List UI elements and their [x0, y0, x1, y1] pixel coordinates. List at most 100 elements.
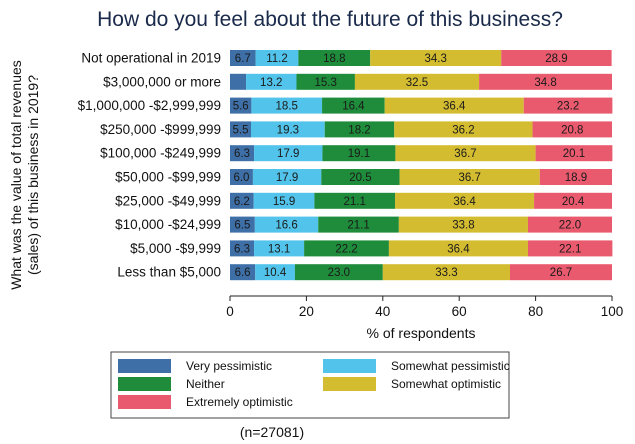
x-tick-label: 20: [299, 304, 314, 319]
bar-segment: [539, 169, 612, 185]
data-label: 22.0: [559, 220, 581, 232]
bar-segment: [394, 121, 533, 138]
bar-segment: [298, 50, 371, 66]
bar-segment: [370, 50, 502, 66]
bar-segment: [527, 240, 613, 257]
bar-segment: [230, 50, 256, 66]
data-label: 18.2: [348, 124, 370, 136]
bar-segment: [230, 192, 254, 209]
chart-title: How do you feel about the future of this…: [97, 8, 563, 31]
data-label: 36.7: [459, 172, 481, 184]
bar-segment: [382, 264, 511, 281]
legend-label: Somewhat optimistic: [391, 377, 501, 391]
x-axis-title: % of respondents: [367, 325, 476, 341]
x-axis: 0 20 40 60 80 100: [226, 295, 624, 319]
bar-segment: [527, 216, 612, 233]
data-label: 23.0: [328, 267, 350, 279]
bar-segment: [324, 121, 395, 138]
category-label: $10,000 -$24,999: [115, 217, 221, 232]
legend-swatch: [118, 377, 171, 391]
bar-segment: [479, 73, 612, 90]
data-label: 36.4: [453, 196, 476, 208]
data-label: 23.2: [557, 101, 579, 113]
legend-label: Extremely optimistic: [186, 395, 293, 409]
data-label: 28.9: [545, 53, 567, 65]
data-label: 19.1: [348, 148, 370, 160]
bar-segment: [388, 240, 528, 257]
x-tick-label: 100: [601, 304, 624, 319]
data-label: 18.5: [276, 101, 298, 113]
data-label: 6.3: [234, 243, 250, 255]
data-label: 20.1: [563, 148, 585, 160]
bar-segment: [230, 121, 252, 138]
bar-segment: [532, 121, 612, 138]
bar-segment: [535, 145, 613, 162]
y-axis-title: What was the value of total revenues (sal…: [8, 60, 41, 290]
legend-swatch: [118, 395, 171, 409]
category-label: $3,000,000 or more: [103, 74, 221, 89]
category-label: $5,000 -$9,999: [130, 241, 221, 256]
x-tick-label: 60: [452, 304, 467, 319]
data-label: 36.7: [454, 148, 476, 160]
data-label: 16.4: [342, 101, 365, 113]
data-label: 17.9: [277, 148, 299, 160]
legend-label: Neither: [186, 377, 225, 391]
x-tick-label: 80: [528, 304, 543, 319]
category-label: $1,000,000 -$2,999,999: [78, 98, 221, 113]
bar-segment: [255, 264, 295, 281]
bar-segment: [384, 97, 524, 114]
bar-segment: [501, 50, 612, 66]
data-label: 22.2: [335, 243, 357, 255]
bar-segment: [246, 73, 297, 90]
bar-segment: [296, 73, 355, 90]
bar-segment: [322, 145, 396, 162]
bar-segment: [230, 145, 255, 162]
y-axis-title-line: What was the value of total revenues: [8, 60, 24, 290]
bar-segment: [314, 192, 396, 209]
legend-swatch: [118, 359, 171, 373]
data-label: 34.8: [534, 77, 556, 89]
category-label: $100,000 -$249,999: [100, 146, 221, 161]
plot-area: Not operational in 2019 6.7 11.2 18.8 34.3 28…: [78, 50, 613, 281]
data-label: 17.9: [276, 172, 298, 184]
category-label: $25,000 -$49,999: [115, 193, 221, 208]
data-label: 36.2: [452, 124, 474, 136]
bar-segment: [230, 216, 255, 233]
data-label: 15.9: [273, 196, 295, 208]
bar-segment: [252, 169, 322, 185]
data-label: 18.9: [565, 172, 587, 184]
bar-segment: [534, 192, 612, 209]
data-label: 21.1: [344, 196, 366, 208]
bar-segment: [251, 121, 325, 138]
category-label: Less than $5,000: [117, 265, 221, 280]
legend-swatch: [323, 377, 376, 391]
data-label: 32.5: [406, 77, 428, 89]
data-label: 13.1: [268, 243, 290, 255]
data-label: 5.5: [233, 124, 249, 136]
bar-segment: [395, 192, 535, 209]
data-label: 5.6: [233, 101, 249, 113]
bar-segment: [398, 216, 528, 233]
bar-segment: [254, 240, 305, 257]
data-label: 6.7: [235, 53, 251, 65]
data-label: 22.1: [559, 243, 581, 255]
legend-label: Very pessimistic: [186, 359, 272, 373]
bar-segment: [230, 264, 256, 281]
bar-segment: [230, 73, 247, 90]
bar-segment: [318, 216, 399, 233]
data-label: 6.6: [235, 267, 251, 279]
data-label: 18.8: [323, 53, 345, 65]
legend-swatch: [323, 359, 376, 373]
data-label: 20.5: [349, 172, 371, 184]
bar-segment: [510, 264, 612, 281]
data-label: 19.3: [277, 124, 299, 136]
x-tick-label: 40: [375, 304, 390, 319]
bar-segment: [399, 169, 540, 185]
data-label: 21.1: [347, 220, 369, 232]
legend: Very pessimistic Somewhat pessimistic Neit…: [110, 351, 510, 419]
bar-segment: [294, 264, 383, 281]
bar-segment: [395, 145, 536, 162]
data-label: 16.6: [275, 220, 297, 232]
bar-segment: [254, 145, 323, 162]
